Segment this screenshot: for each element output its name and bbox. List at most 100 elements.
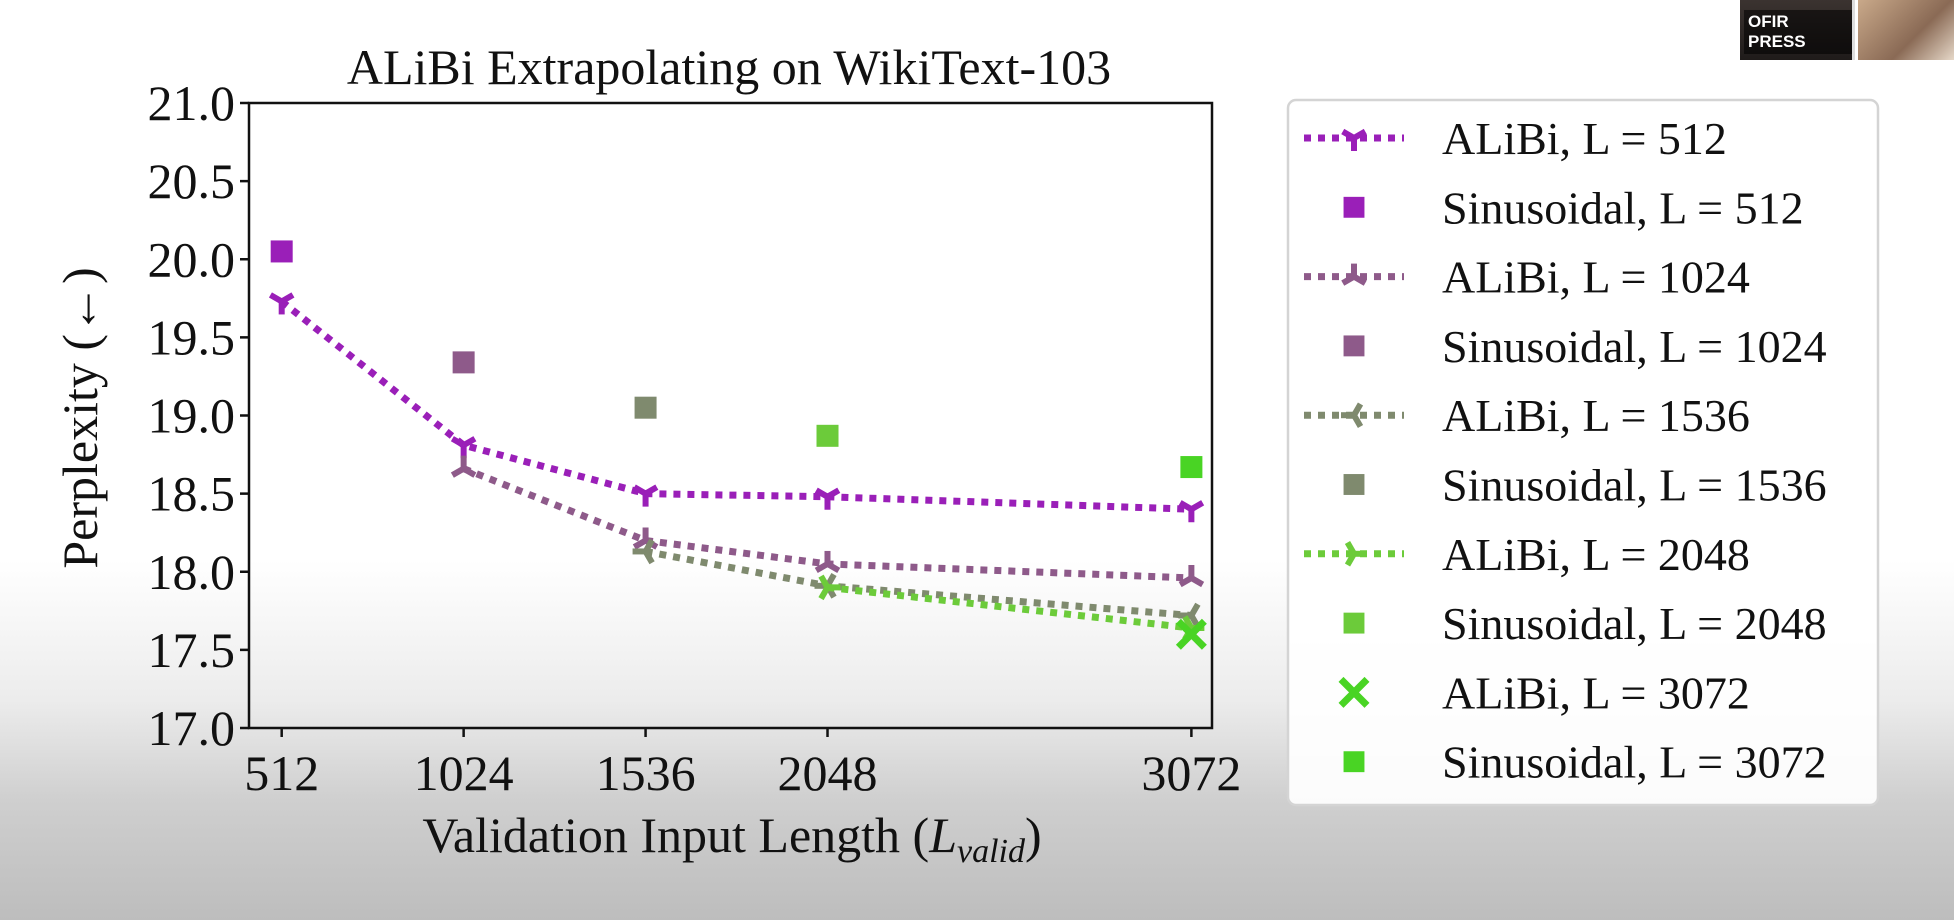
series-3	[452, 351, 475, 374]
series-7	[816, 424, 839, 447]
legend-box	[1286, 98, 1880, 807]
marker-stroke	[1178, 500, 1193, 512]
legend-item: ALiBi, L = 512	[1304, 113, 1727, 164]
series-2	[450, 455, 1205, 588]
marker-stroke	[814, 561, 830, 574]
legend-label: ALiBi, L = 1024	[1442, 252, 1750, 303]
marker-stroke	[826, 561, 841, 574]
series-line	[462, 465, 1192, 582]
marker-stroke	[826, 487, 841, 500]
y-tick-label: 19.5	[148, 309, 236, 365]
marker-stroke	[1189, 575, 1205, 588]
legend: ALiBi, L = 512 Sinusoidal, L = 512 ALiBi, …	[1286, 98, 1880, 807]
marker-stroke	[280, 292, 295, 305]
y-tick-label: 17.5	[148, 622, 236, 678]
legend-marker	[1343, 612, 1365, 634]
legend-item: Sinusoidal, L = 2048	[1343, 598, 1827, 649]
data-point	[1178, 565, 1205, 588]
speaker-name-label: OFIR PRESS	[1744, 10, 1852, 54]
data-point	[634, 396, 657, 419]
legend-item: ALiBi, L = 1024	[1304, 252, 1750, 303]
x-axis-label-prefix: Validation Input Length (	[422, 807, 929, 863]
marker-stroke	[1351, 413, 1364, 428]
legend-marker	[1344, 541, 1367, 567]
series-line	[279, 298, 1192, 513]
legend-item: Sinusoidal, L = 512	[1343, 182, 1804, 233]
x-tick-label: 512	[244, 745, 319, 801]
legend-item: Sinusoidal, L = 3072	[1343, 737, 1827, 788]
data-point	[1175, 618, 1207, 650]
marker-stroke	[462, 436, 477, 448]
legend-marker	[1341, 128, 1367, 151]
data-point	[450, 455, 477, 478]
legend-label: ALiBi, L = 1536	[1442, 390, 1750, 441]
legend-item: Sinusoidal, L = 1536	[1343, 460, 1827, 511]
legend-marker	[1343, 474, 1365, 495]
x-axis-label-var: L	[928, 807, 957, 863]
marker-stroke	[1188, 602, 1201, 618]
x-tick-label: 1536	[596, 745, 696, 801]
x-axis-label-suffix: )	[1025, 807, 1042, 863]
legend-item: ALiBi, L = 1536	[1304, 390, 1750, 441]
legend-marker	[1343, 751, 1365, 773]
chart-title: ALiBi Extrapolating on WikiText-103	[347, 39, 1111, 95]
series-line	[644, 547, 1192, 619]
series-9	[1180, 456, 1203, 479]
plot-area: 17.0 17.5 18.0 18.5 19.0 19.5 20.0 20.5 21.0 512 1…	[148, 75, 1242, 801]
y-tick-label: 20.0	[148, 231, 236, 287]
x-axis-label-sub: valid	[957, 833, 1026, 870]
y-axis-label: Perplexity (←)	[52, 267, 108, 568]
series-5	[634, 396, 657, 419]
data-point	[632, 484, 659, 507]
data-point	[270, 240, 293, 263]
x-tick-label: 1024	[414, 745, 514, 801]
y-tick-label: 18.5	[148, 466, 236, 522]
series-line	[827, 583, 1192, 632]
x-tick-label: 3072	[1141, 745, 1241, 801]
legend-item: Sinusoidal, L = 1024	[1343, 321, 1827, 372]
legend-label: Sinusoidal, L = 1024	[1442, 321, 1827, 372]
marker-stroke	[1351, 402, 1364, 417]
marker-stroke	[1178, 575, 1193, 588]
data-point	[816, 424, 839, 447]
series-0	[268, 292, 1205, 523]
marker-stroke	[818, 574, 831, 589]
data-point	[814, 550, 841, 574]
marker-stroke	[632, 537, 648, 550]
marker-stroke	[268, 292, 284, 305]
marker-stroke	[1344, 541, 1357, 556]
legend-marker	[1341, 263, 1367, 286]
marker-stroke	[818, 585, 831, 601]
legend-label: Sinusoidal, L = 3072	[1442, 737, 1827, 788]
marker-stroke	[642, 538, 655, 553]
marker-stroke	[1175, 618, 1207, 650]
marker-stroke	[814, 487, 830, 500]
marker-stroke	[1352, 128, 1367, 141]
legend-label: Sinusoidal, L = 512	[1442, 182, 1804, 233]
y-tick-label: 17.0	[148, 700, 236, 756]
marker-stroke	[632, 484, 648, 497]
data-point	[452, 351, 475, 374]
series-6	[818, 574, 1205, 641]
y-tick-label: 21.0	[148, 75, 236, 131]
legend-marker	[1341, 402, 1364, 428]
legend-marker	[1343, 196, 1365, 218]
marker-stroke	[462, 466, 477, 478]
legend-label: ALiBi, L = 512	[1442, 113, 1727, 164]
legend-label: Sinusoidal, L = 1536	[1442, 460, 1827, 511]
data-point	[632, 538, 655, 565]
marker-stroke	[1352, 274, 1367, 286]
marker-stroke	[1344, 552, 1357, 567]
marker-stroke	[644, 484, 659, 497]
legend-label: ALiBi, L = 3072	[1442, 667, 1750, 718]
legend-marker	[1338, 676, 1370, 708]
marker-stroke	[450, 436, 466, 448]
data-point	[1178, 500, 1205, 523]
marker-stroke	[1182, 615, 1194, 630]
marker-stroke	[450, 466, 466, 478]
marker-stroke	[642, 549, 655, 565]
data-point	[268, 292, 295, 315]
y-tick-label: 18.0	[148, 544, 236, 600]
data-point	[818, 574, 841, 601]
